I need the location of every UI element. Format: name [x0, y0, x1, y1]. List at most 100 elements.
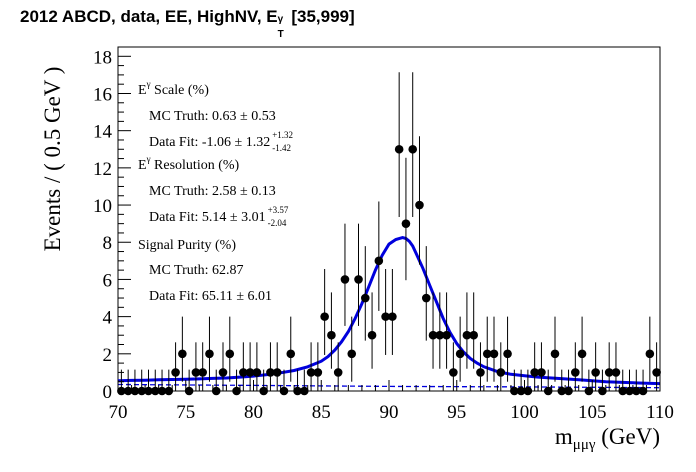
data-point: [388, 268, 397, 355]
data-point: [178, 316, 187, 382]
data-marker: [313, 368, 323, 377]
data-marker: [550, 349, 560, 359]
data-point: [150, 369, 160, 396]
data-point: [266, 342, 275, 391]
data-marker: [482, 349, 492, 359]
data-marker: [245, 368, 255, 377]
data-marker: [516, 386, 526, 396]
data-marker: [577, 349, 587, 359]
data-marker: [652, 368, 661, 377]
data-marker: [571, 368, 580, 377]
data-marker: [272, 368, 282, 377]
data-point: [482, 316, 492, 382]
data-point: [252, 342, 262, 391]
data-marker: [354, 275, 363, 284]
data-marker: [381, 312, 390, 321]
data-marker: [184, 386, 194, 396]
data-point: [360, 246, 370, 341]
data-point: [476, 342, 485, 391]
annotation-upper-error: +3.57: [268, 205, 289, 215]
data-point: [347, 316, 357, 382]
data-marker: [211, 386, 221, 396]
data-point: [543, 369, 553, 396]
x-tick-label: 105: [578, 402, 607, 423]
data-marker: [239, 368, 248, 377]
y-tick-label: 14: [93, 122, 113, 143]
data-marker: [415, 200, 424, 210]
data-marker: [144, 386, 153, 396]
data-marker: [442, 330, 451, 340]
annotation-text: Eγ Resolution (%): [138, 154, 240, 173]
annotation-lower-error: -2.04: [268, 218, 287, 228]
data-point: [455, 316, 465, 382]
annotation-text: Signal Purity (%): [138, 238, 236, 253]
data-point: [225, 316, 235, 382]
data-point: [333, 342, 343, 391]
data-marker: [564, 386, 573, 396]
data-point: [645, 316, 655, 382]
annotation-text: Data Fit: 65.11 ± 6.01: [149, 289, 272, 304]
data-point: [272, 342, 282, 391]
data-point: [198, 342, 207, 391]
data-marker: [638, 386, 648, 396]
y-tick-label: 16: [93, 84, 112, 105]
data-marker: [449, 368, 458, 377]
data-point: [530, 342, 539, 391]
data-point: [598, 369, 607, 396]
data-point: [577, 316, 587, 382]
annotation-text: MC Truth: 2.58 ± 0.13: [149, 184, 276, 199]
data-marker: [347, 349, 357, 359]
data-marker: [320, 312, 329, 321]
x-tick-label: 80: [244, 402, 263, 423]
data-marker: [300, 386, 309, 396]
x-axis-label: mμμγ (GeV): [555, 424, 660, 453]
data-marker: [523, 386, 533, 396]
data-point: [211, 369, 221, 396]
data-point: [428, 292, 438, 369]
annotation-text: MC Truth: 0.63 ± 0.53: [149, 109, 276, 124]
data-point: [239, 342, 248, 391]
data-point: [245, 342, 255, 391]
data-marker: [618, 386, 628, 396]
data-point: [191, 342, 201, 391]
y-tick-label: 12: [93, 159, 112, 180]
data-marker: [360, 293, 370, 303]
data-marker: [489, 349, 499, 359]
data-point: [469, 292, 478, 369]
data-point: [327, 292, 336, 369]
data-marker: [157, 386, 167, 396]
y-tick-label: 8: [103, 233, 113, 254]
data-marker: [435, 330, 445, 340]
data-marker: [286, 349, 296, 359]
data-marker: [388, 312, 397, 321]
data-marker: [394, 144, 404, 154]
data-point: [408, 72, 418, 217]
annotation-lower-error: -1.42: [272, 143, 291, 153]
data-marker: [150, 386, 160, 396]
data-point: [232, 369, 241, 396]
data-marker: [259, 386, 268, 396]
data-point: [537, 342, 546, 391]
data-marker: [252, 368, 262, 377]
x-tick-label: 95: [447, 402, 466, 423]
data-point: [571, 342, 580, 391]
y-tick-label: 10: [93, 196, 112, 217]
data-point: [449, 342, 458, 391]
x-tick-label: 110: [646, 402, 674, 423]
data-marker: [137, 386, 147, 396]
data-point: [374, 201, 384, 311]
data-point: [591, 342, 600, 391]
data-marker: [530, 368, 539, 377]
data-marker: [191, 368, 201, 377]
data-marker: [469, 330, 478, 340]
data-point: [313, 342, 323, 391]
data-marker: [543, 386, 553, 396]
data-point: [205, 316, 214, 382]
annotation-text: MC Truth: 62.87: [149, 263, 244, 278]
data-point: [638, 369, 648, 396]
data-point: [564, 369, 573, 396]
data-point: [320, 268, 329, 355]
data-marker: [266, 368, 275, 377]
data-marker: [645, 349, 655, 359]
